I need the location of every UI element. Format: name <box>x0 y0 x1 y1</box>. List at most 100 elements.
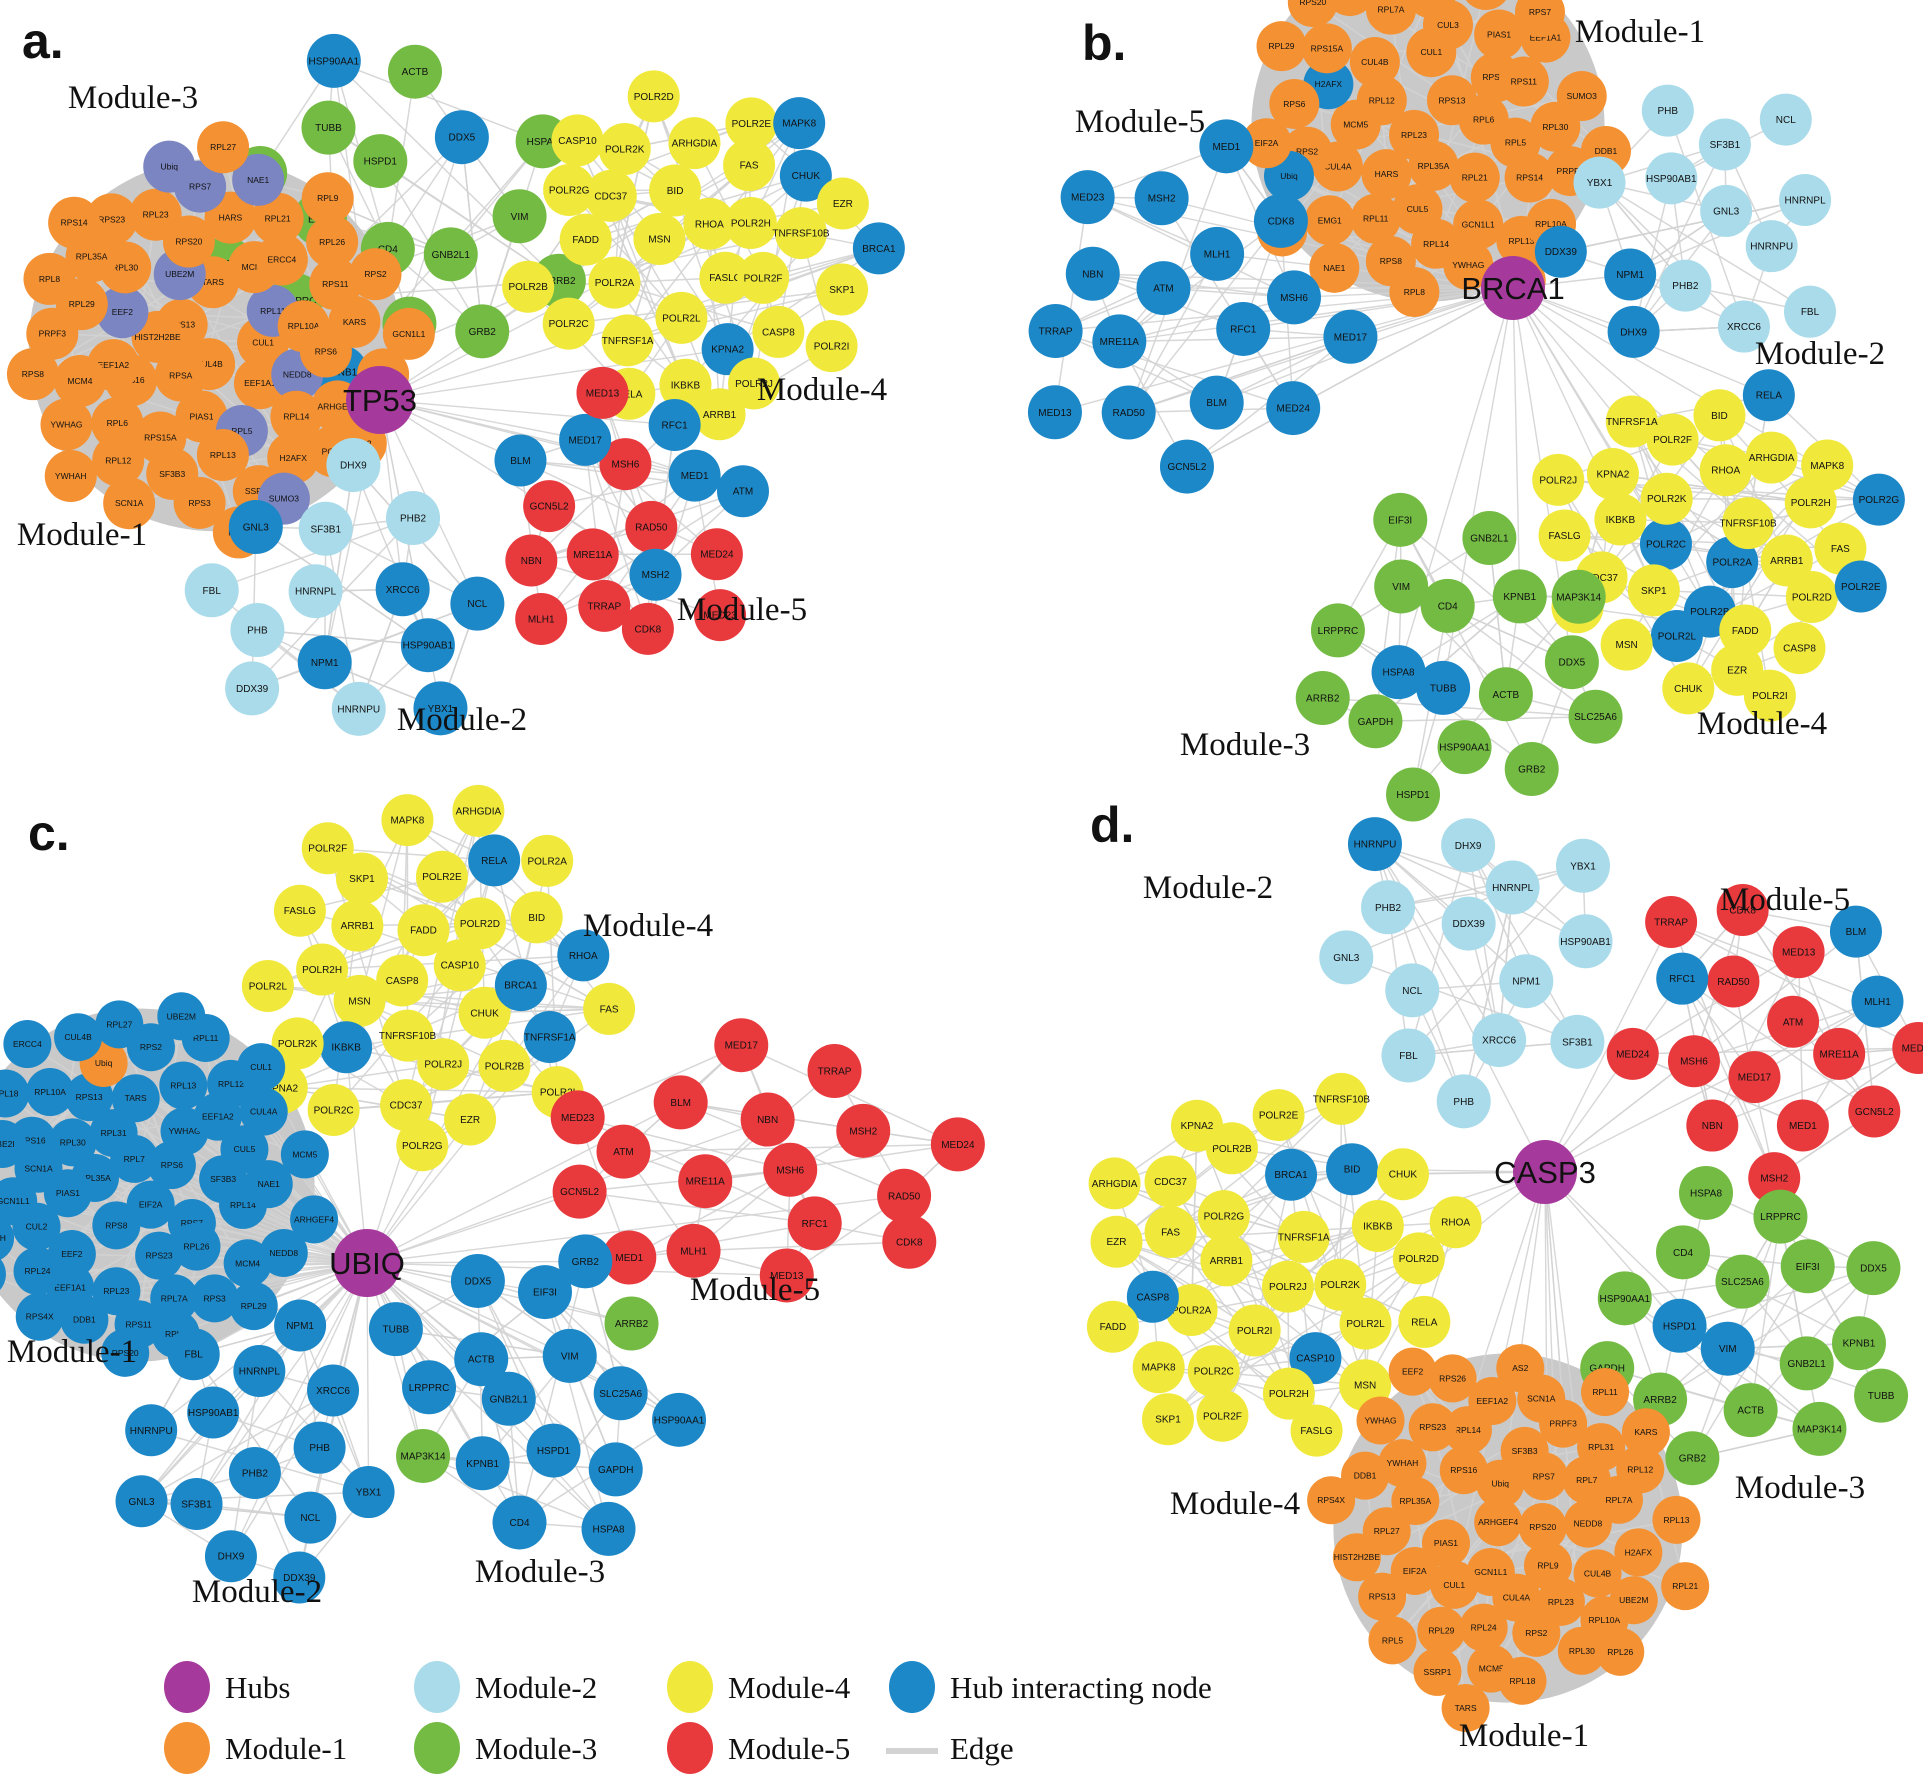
node-RHOA <box>1699 444 1752 497</box>
node-VIM <box>1374 559 1429 614</box>
node-NBN <box>1686 1099 1739 1152</box>
node-TARS <box>1441 1683 1490 1732</box>
node-ARRB1 <box>1200 1234 1253 1287</box>
node-PIAS1 <box>1421 1519 1470 1568</box>
panel-d: DDX39NPM1NCLHNRNPLXRCC6PHB2HSP90AB1FBLDH… <box>1086 797 1923 1754</box>
node-GRB2 <box>558 1234 613 1289</box>
node-RPL9 <box>301 172 354 225</box>
node-DDX5 <box>1846 1241 1901 1296</box>
node-RPS8 <box>6 348 59 401</box>
node-ACTB <box>454 1332 509 1387</box>
module-label: Module-2 <box>397 702 527 738</box>
node-GNL3 <box>1700 184 1753 237</box>
node-MED13 <box>759 1248 814 1303</box>
node-MAPK8 <box>1132 1341 1185 1394</box>
node-EIF3I <box>1780 1239 1835 1294</box>
node-MLH1 <box>1851 975 1904 1028</box>
node-SKP1 <box>816 263 869 316</box>
hub-node-BRCA1 <box>1481 256 1545 320</box>
node-POLR2G <box>396 1119 449 1172</box>
node-MED1 <box>1776 1099 1829 1152</box>
node-TNFRSF10B <box>381 1009 434 1062</box>
node-IKBKB <box>1594 493 1647 546</box>
node-RPL29 <box>1256 21 1307 72</box>
node-POLR2D <box>627 70 680 123</box>
node-MLH1 <box>1190 226 1245 281</box>
node-YWHAG <box>1356 1396 1405 1445</box>
node-RPL30 <box>1557 1626 1606 1675</box>
node-POLR2J <box>728 357 781 410</box>
node-POLR2F <box>1196 1389 1249 1442</box>
node-LRPPRC <box>1753 1189 1808 1244</box>
node-ACTB <box>1723 1383 1778 1438</box>
node-HSP90AB1 <box>400 618 455 673</box>
node-HSPA8 <box>1371 645 1426 700</box>
node-TNFRSF1A <box>1277 1210 1330 1263</box>
edge <box>1462 887 1514 1102</box>
node-MLH1 <box>666 1223 721 1278</box>
panel-letter-a: a. <box>22 13 64 69</box>
node-GNB2L1 <box>1462 511 1517 566</box>
node-Ubiq <box>143 140 196 193</box>
node-RELA <box>1742 369 1795 422</box>
node-POLR2L <box>1650 610 1703 663</box>
edge <box>1624 1297 1752 1411</box>
node-FADD <box>397 904 450 957</box>
node-RPS14 <box>48 196 101 249</box>
node-NCL <box>1759 93 1812 146</box>
node-RPS6 <box>1269 78 1320 129</box>
node-CUL4A <box>239 1087 288 1136</box>
node-VIM <box>542 1328 597 1383</box>
node-POLR2C <box>1187 1345 1240 1398</box>
edge <box>1399 519 1573 663</box>
node-NBN <box>740 1092 795 1147</box>
node-RPL29 <box>229 1282 278 1331</box>
node-CDC37 <box>1144 1155 1197 1208</box>
node-IKBKB <box>659 358 712 411</box>
edge <box>1407 845 1469 1056</box>
node-POLR2D <box>1392 1232 1445 1285</box>
node-XRCC6 <box>1472 1013 1527 1068</box>
module-label: Module-4 <box>1170 1486 1300 1522</box>
panel-letter-c: c. <box>28 805 70 861</box>
panel-letter-b: b. <box>1082 15 1126 71</box>
module-label: Module-3 <box>1735 1470 1865 1506</box>
node-CHUK <box>1662 662 1715 715</box>
node-GCN5L2 <box>1159 439 1214 494</box>
node-RPS26 <box>1428 1354 1477 1403</box>
edge <box>323 464 355 663</box>
node-POLR2F <box>1646 413 1699 466</box>
node-RPL8 <box>23 252 76 305</box>
node-POLR2I <box>805 320 858 373</box>
node-RPL27 <box>197 121 250 174</box>
node-PHB <box>1436 1074 1491 1129</box>
node-GAPDH <box>588 1442 643 1497</box>
node-KPNB1 <box>455 1436 510 1491</box>
module-label: Module-2 <box>1755 336 1885 372</box>
edge <box>1653 589 1812 598</box>
node-SF3B1 <box>298 501 353 556</box>
node-ACTB <box>387 44 442 99</box>
node-DDB1 <box>1341 1451 1390 1500</box>
node-MED23 <box>694 589 747 642</box>
hub-node-TP53 <box>346 366 414 434</box>
node-TNFRSF10B <box>1722 497 1775 550</box>
node-CASP8 <box>752 305 805 358</box>
node-HSP90AB1 <box>1558 914 1613 969</box>
node-EIF3I <box>1373 492 1428 547</box>
node-TRRAP <box>578 579 631 632</box>
node-YWHAH <box>1378 1439 1427 1488</box>
node-ARHGDIA <box>452 784 505 837</box>
node-MRE11A <box>566 528 619 581</box>
node-SF3B1 <box>1550 1014 1605 1069</box>
node-RPL7A <box>150 1274 199 1323</box>
edge <box>1346 886 1513 959</box>
node-TUBB <box>301 100 356 155</box>
node-POLR2H <box>724 197 777 250</box>
node-HNRNPL <box>233 1344 286 1397</box>
node-POLR2A <box>521 834 574 887</box>
hub-label-TP53: TP53 <box>343 383 417 418</box>
node-MED13 <box>1027 385 1082 440</box>
node-TUBB <box>1416 660 1471 715</box>
node-RPS16 <box>1439 1446 1488 1495</box>
